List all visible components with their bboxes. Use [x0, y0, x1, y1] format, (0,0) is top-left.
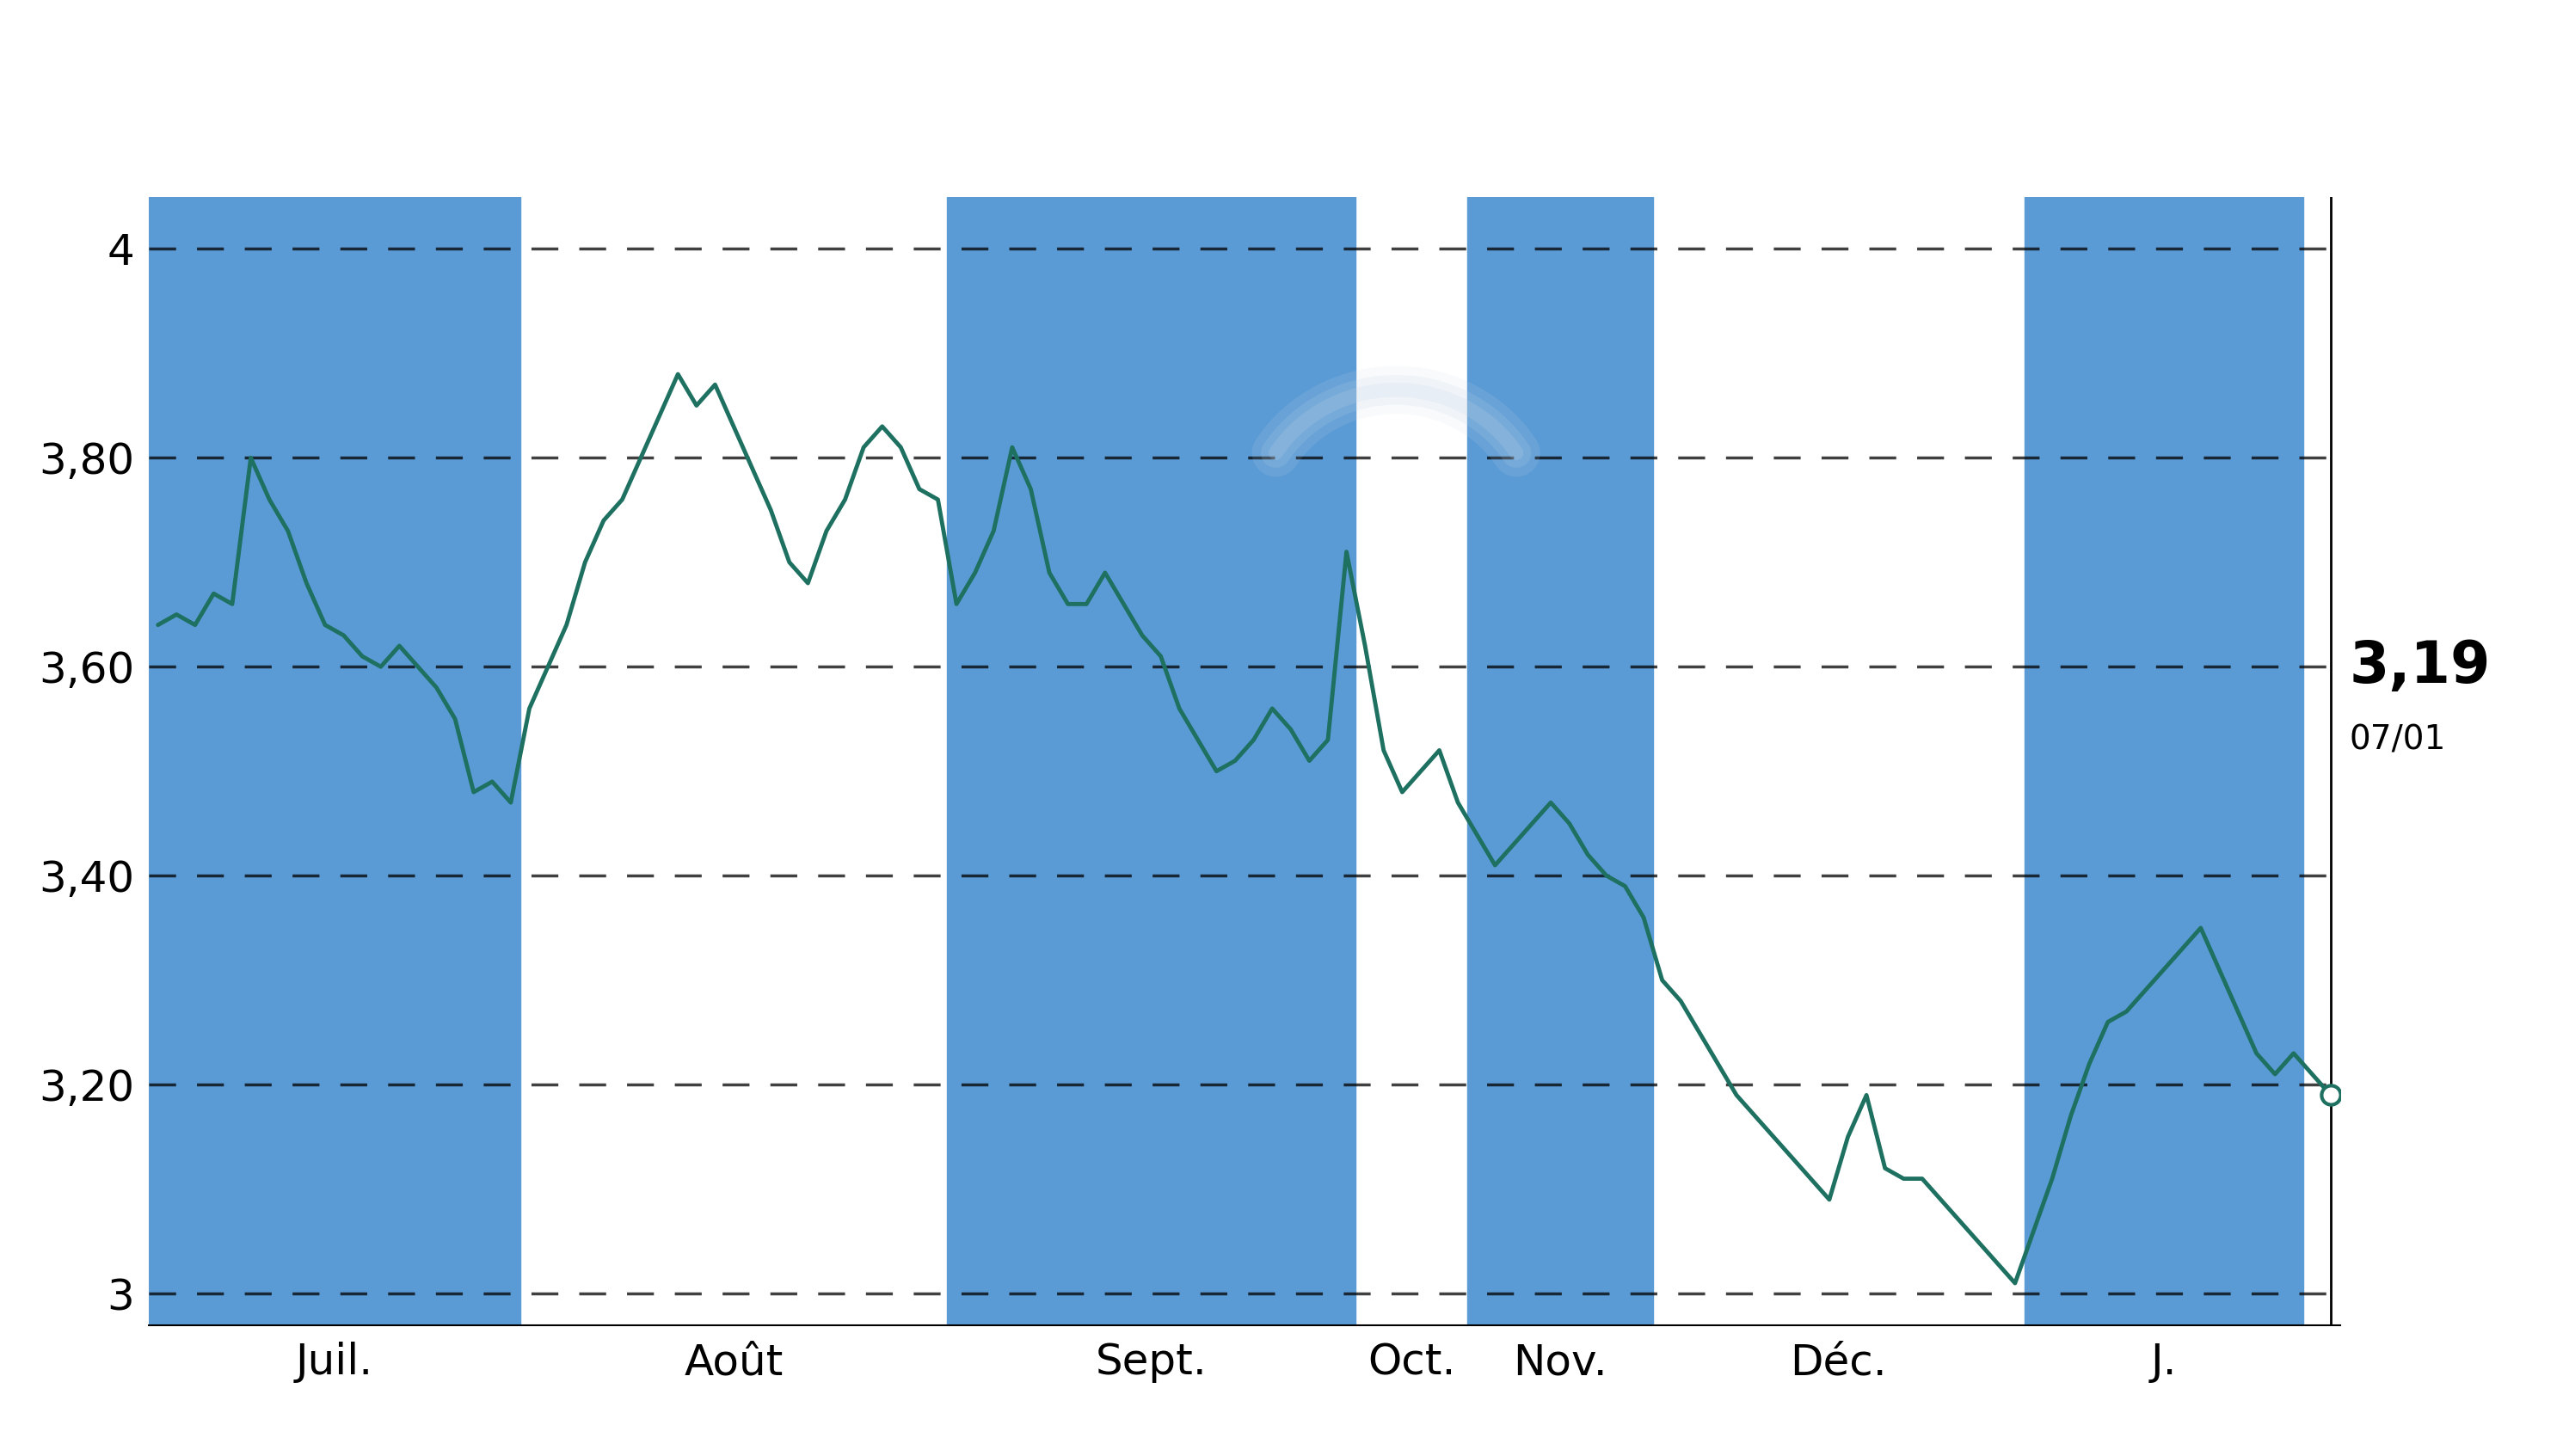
Text: 3,19: 3,19 [2350, 638, 2491, 695]
Text: 07/01: 07/01 [2350, 724, 2445, 756]
Bar [948, 197, 1356, 1325]
Bar [2025, 197, 2304, 1325]
Bar [149, 197, 520, 1325]
Text: Borussia Dortmund GmbH & Co KGaA: Borussia Dortmund GmbH & Co KGaA [277, 39, 2286, 131]
Bar [1466, 197, 1653, 1325]
